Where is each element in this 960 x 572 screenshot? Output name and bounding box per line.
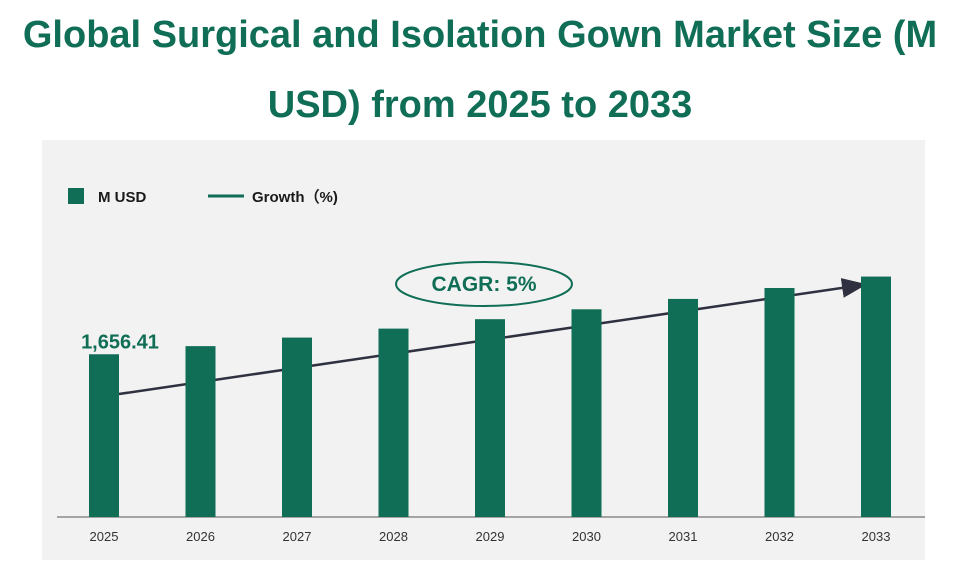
- x-tick-2026: 2026: [186, 529, 215, 544]
- cagr-ellipse: [395, 261, 573, 307]
- chart-title-line-1: Global Surgical and Isolation Gown Marke…: [22, 14, 938, 56]
- x-tick-labels: 2025 2026 2027 2028 2029 2030 2031 2032 2033: [90, 529, 891, 544]
- x-tick-2029: 2029: [476, 529, 505, 544]
- bar-2025: [89, 354, 119, 517]
- data-labels: 1,656.41: [81, 331, 159, 353]
- x-tick-2028: 2028: [379, 529, 408, 544]
- bar-2027: [282, 337, 312, 517]
- legend-line-label: Growth（%): [252, 188, 338, 206]
- x-tick-2032: 2032: [765, 529, 794, 544]
- bar-2031: [668, 298, 698, 517]
- legend-bar-swatch: [68, 188, 84, 204]
- bar-2033: [861, 276, 891, 517]
- bars-group: [89, 276, 891, 517]
- x-tick-2025: 2025: [90, 529, 119, 544]
- bar-2032: [764, 288, 795, 517]
- data-label-2025: 1,656.41: [81, 331, 159, 353]
- bar-2030: [571, 309, 602, 517]
- x-tick-2027: 2027: [283, 529, 312, 544]
- bar-2029: [475, 319, 505, 517]
- chart-title: Global Surgical and Isolation Gown Marke…: [0, 0, 960, 140]
- x-tick-2033: 2033: [862, 529, 891, 544]
- legend-bar-label: M USD: [98, 189, 147, 206]
- cagr-label: CAGR: 5%: [431, 273, 536, 296]
- chart-title-line-2: USD) from 2025 to 2033: [267, 84, 693, 126]
- bar-2026: [185, 346, 216, 517]
- x-tick-2030: 2030: [572, 529, 601, 544]
- bar-2028: [378, 328, 409, 517]
- x-tick-2031: 2031: [669, 529, 698, 544]
